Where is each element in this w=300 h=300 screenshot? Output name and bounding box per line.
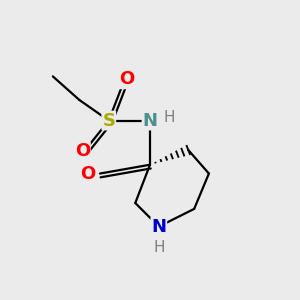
Text: H: H — [164, 110, 175, 125]
Text: H: H — [153, 240, 165, 255]
Text: N: N — [151, 218, 166, 236]
Text: O: O — [75, 142, 90, 160]
Text: O: O — [119, 70, 134, 88]
Text: O: O — [80, 165, 96, 183]
Text: S: S — [102, 112, 115, 130]
Text: N: N — [142, 112, 158, 130]
